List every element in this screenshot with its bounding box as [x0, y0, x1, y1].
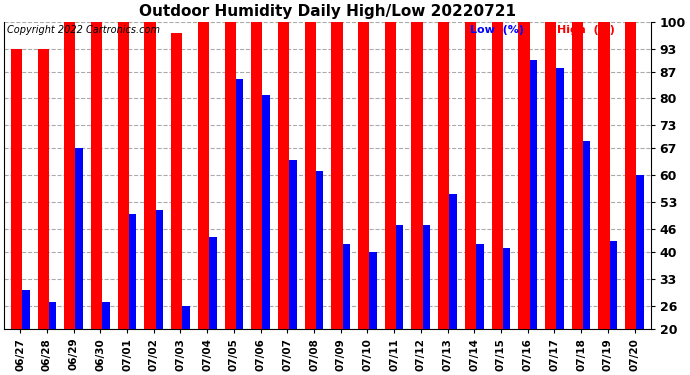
Bar: [102, 302, 110, 375]
Bar: [343, 244, 350, 375]
Bar: [251, 22, 262, 375]
Bar: [396, 225, 404, 375]
Bar: [37, 49, 49, 375]
Text: Low  (%): Low (%): [470, 25, 524, 35]
Bar: [91, 22, 102, 375]
Bar: [75, 148, 83, 375]
Bar: [22, 290, 30, 375]
Bar: [129, 214, 137, 375]
Bar: [636, 175, 644, 375]
Bar: [156, 210, 163, 375]
Title: Outdoor Humidity Daily High/Low 20220721: Outdoor Humidity Daily High/Low 20220721: [139, 4, 516, 19]
Bar: [358, 22, 369, 375]
Bar: [209, 237, 217, 375]
Bar: [236, 79, 243, 375]
Bar: [572, 22, 583, 375]
Bar: [118, 22, 129, 375]
Bar: [369, 252, 377, 375]
Bar: [465, 22, 476, 375]
Bar: [492, 22, 503, 375]
Bar: [610, 240, 617, 375]
Bar: [144, 22, 156, 375]
Bar: [411, 22, 423, 375]
Bar: [598, 22, 610, 375]
Bar: [64, 22, 75, 375]
Bar: [262, 94, 270, 375]
Bar: [625, 22, 636, 375]
Bar: [198, 22, 209, 375]
Bar: [518, 22, 529, 375]
Bar: [224, 22, 236, 375]
Bar: [529, 60, 537, 375]
Bar: [278, 22, 289, 375]
Bar: [11, 49, 22, 375]
Bar: [438, 22, 449, 375]
Bar: [556, 68, 564, 375]
Bar: [182, 306, 190, 375]
Bar: [503, 248, 511, 375]
Bar: [331, 22, 343, 375]
Bar: [49, 302, 57, 375]
Bar: [171, 33, 182, 375]
Bar: [545, 22, 556, 375]
Text: Copyright 2022 Cartronics.com: Copyright 2022 Cartronics.com: [8, 25, 160, 35]
Bar: [449, 195, 457, 375]
Bar: [583, 141, 591, 375]
Bar: [316, 171, 324, 375]
Bar: [385, 22, 396, 375]
Bar: [423, 225, 430, 375]
Text: High  (%): High (%): [557, 25, 615, 35]
Bar: [305, 22, 316, 375]
Bar: [476, 244, 484, 375]
Bar: [289, 160, 297, 375]
